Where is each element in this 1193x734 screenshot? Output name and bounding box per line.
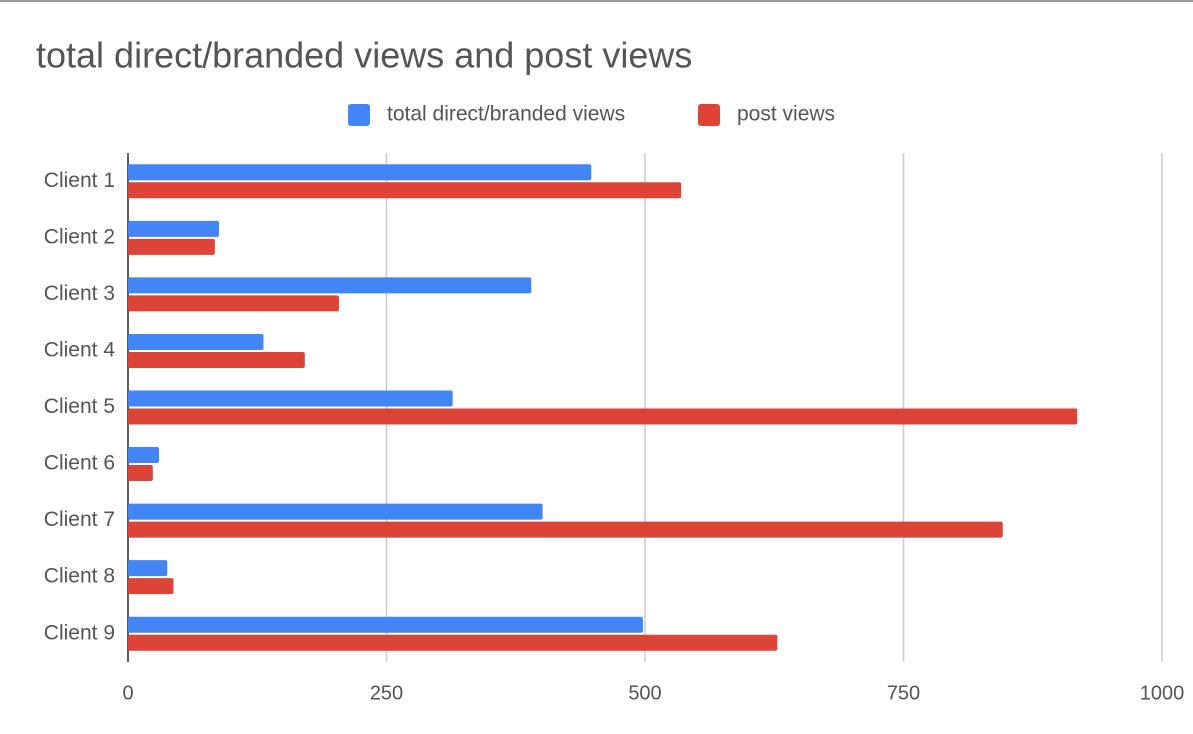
bar — [128, 182, 682, 199]
y-tick-label: Client 3 — [44, 282, 115, 305]
bar — [128, 408, 1078, 425]
y-tick-label: Client 9 — [44, 621, 115, 644]
bar — [128, 503, 543, 520]
bar — [128, 351, 305, 368]
bar — [128, 333, 264, 350]
bar — [128, 390, 453, 407]
bar — [128, 447, 160, 464]
y-tick-label: Client 6 — [44, 452, 115, 475]
legend-swatch — [348, 104, 370, 126]
y-tick-label: Client 7 — [44, 508, 115, 531]
bar — [128, 277, 532, 294]
y-tick-label: Client 8 — [44, 565, 115, 588]
bar — [128, 465, 153, 482]
x-tick-label: 250 — [370, 682, 403, 704]
legend-label: total direct/branded views — [387, 103, 625, 126]
bar — [128, 616, 643, 633]
chart-title: total direct/branded views and post view… — [36, 35, 692, 76]
bar — [128, 220, 219, 237]
bar — [128, 164, 592, 181]
y-tick-label: Client 2 — [44, 225, 115, 248]
x-tick-label: 1000 — [1140, 682, 1185, 704]
y-tick-label: Client 1 — [44, 169, 115, 192]
legend-swatch — [698, 104, 720, 126]
legend-label: post views — [737, 103, 835, 126]
y-tick-label: Client 4 — [44, 338, 116, 361]
bar — [128, 560, 168, 577]
bar — [128, 295, 339, 312]
bar — [128, 578, 174, 595]
bar — [128, 238, 215, 255]
bar — [128, 634, 778, 651]
x-tick-label: 750 — [887, 682, 920, 704]
x-tick-label: 0 — [122, 682, 133, 704]
y-tick-label: Client 5 — [44, 395, 115, 418]
x-tick-label: 500 — [628, 682, 661, 704]
bar — [128, 521, 1003, 538]
